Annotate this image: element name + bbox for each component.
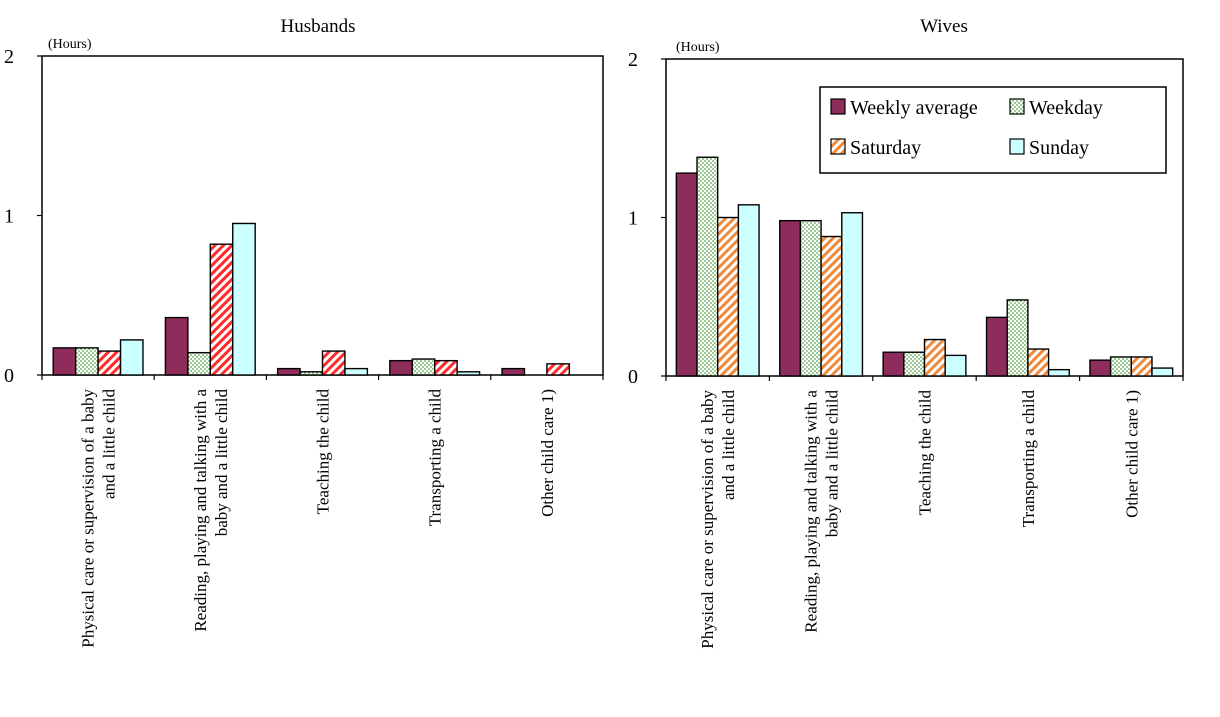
bar-weekday: [903, 351, 926, 377]
bar-sunday: [1151, 367, 1174, 377]
bar-weekday: [1109, 356, 1132, 377]
category-label-line: Transporting a child: [1019, 390, 1038, 528]
legend-swatch-sunday: [1009, 138, 1025, 155]
legend-label-weekly-average: Weekly average: [850, 97, 978, 119]
y-tick-label: 1: [628, 208, 638, 230]
legend-label-sunday: Sunday: [1029, 137, 1089, 159]
chart-title: Husbands: [281, 16, 356, 37]
category-label-line: Teaching the child: [314, 389, 333, 515]
bar-sunday: [344, 367, 369, 376]
bar-weekday: [799, 219, 822, 377]
legend-swatch-weekday: [1009, 98, 1025, 115]
category-label-line: and a little child: [100, 389, 119, 499]
bar-weekly-average: [675, 172, 698, 377]
category-label-line: Transporting a child: [426, 389, 445, 527]
bar-saturday: [1027, 348, 1050, 377]
bar-saturday: [209, 243, 234, 376]
category-label-line: baby and a little child: [823, 390, 842, 538]
bar-weekday: [696, 156, 719, 377]
bar-weekly-average: [164, 316, 189, 376]
category-label: Reading, playing and talking with a baby …: [802, 390, 842, 633]
wives-chart-panel: Wives (Hours) Physical care or supervisi…: [628, 16, 1184, 649]
category-label-line: Other child care 1): [1122, 390, 1141, 518]
bar-weekly-average: [52, 347, 77, 376]
bar-weekly-average: [985, 316, 1008, 377]
legend-label-weekday: Weekday: [1029, 97, 1103, 119]
category-label-line: Other child care 1): [538, 389, 557, 517]
bar-sunday: [841, 212, 864, 377]
category-label: Teaching the child: [314, 389, 333, 515]
category-label: Teaching the child: [916, 390, 935, 516]
bar-sunday: [737, 204, 760, 377]
bar-sunday: [232, 222, 256, 376]
category-label-line: Physical care or supervision of a baby: [698, 390, 717, 649]
category-label-line: baby and a little child: [212, 389, 231, 537]
category-label: Transporting a child: [1019, 390, 1038, 528]
legend-swatch-saturday: [830, 138, 846, 155]
bar-saturday: [434, 359, 458, 376]
bar-saturday: [923, 338, 946, 377]
chart-title: Wives: [920, 16, 968, 37]
bar-weekly-average: [389, 359, 413, 376]
bar-saturday: [97, 350, 122, 376]
bar-sunday: [944, 354, 967, 377]
bar-sunday: [119, 339, 144, 376]
bar-saturday: [1130, 356, 1153, 377]
bar-weekly-average: [276, 367, 301, 376]
category-label: Other child care 1): [538, 389, 557, 517]
y-axis-unit-label: (Hours): [48, 37, 92, 52]
category-label-line: Physical care or supervision of a baby: [79, 389, 98, 648]
bar-weekly-average: [1089, 359, 1112, 377]
legend: Weekly average Weekday Saturday Sunday: [819, 86, 1167, 174]
y-axis-unit-label: (Hours): [676, 40, 720, 55]
bar-weekly-average: [501, 367, 526, 376]
y-tick-label: 0: [4, 365, 14, 387]
bar-sunday: [1047, 368, 1070, 377]
plot-frame: [41, 55, 604, 376]
bar-weekly-average: [779, 219, 802, 377]
y-tick-label: 0: [628, 366, 638, 388]
bar-sunday: [456, 371, 481, 376]
bar-weekday: [299, 371, 324, 376]
bar-saturday: [717, 216, 740, 377]
husbands-chart-panel: Husbands (Hours) Physical care or superv…: [4, 16, 604, 648]
category-label-line: and a little child: [719, 390, 738, 500]
legend-label-saturday: Saturday: [850, 137, 921, 159]
legend-swatch-weekly-average: [830, 98, 846, 115]
category-label-line: Reading, playing and talking with a: [802, 390, 821, 633]
bar-weekday: [411, 358, 436, 376]
category-label: Physical care or supervision of a baby an…: [698, 390, 738, 649]
bar-weekday: [187, 351, 212, 376]
bar-weekday: [1006, 299, 1029, 377]
bar-saturday: [820, 235, 843, 377]
category-label: Physical care or supervision of a baby an…: [79, 389, 119, 648]
y-tick-label: 2: [628, 49, 638, 71]
bar-saturday: [546, 363, 571, 376]
category-label-line: Teaching the child: [916, 390, 935, 516]
bar-weekday: [74, 347, 99, 376]
bar-saturday: [321, 350, 346, 376]
category-label: Reading, playing and talking with a baby …: [191, 389, 231, 632]
y-tick-label: 1: [4, 206, 14, 228]
bar-weekly-average: [882, 351, 905, 377]
legend-box: [819, 86, 1167, 174]
category-label: Transporting a child: [426, 389, 445, 527]
y-tick-label: 2: [4, 46, 14, 68]
category-label: Other child care 1): [1122, 390, 1141, 518]
category-label-line: Reading, playing and talking with a: [191, 389, 210, 632]
